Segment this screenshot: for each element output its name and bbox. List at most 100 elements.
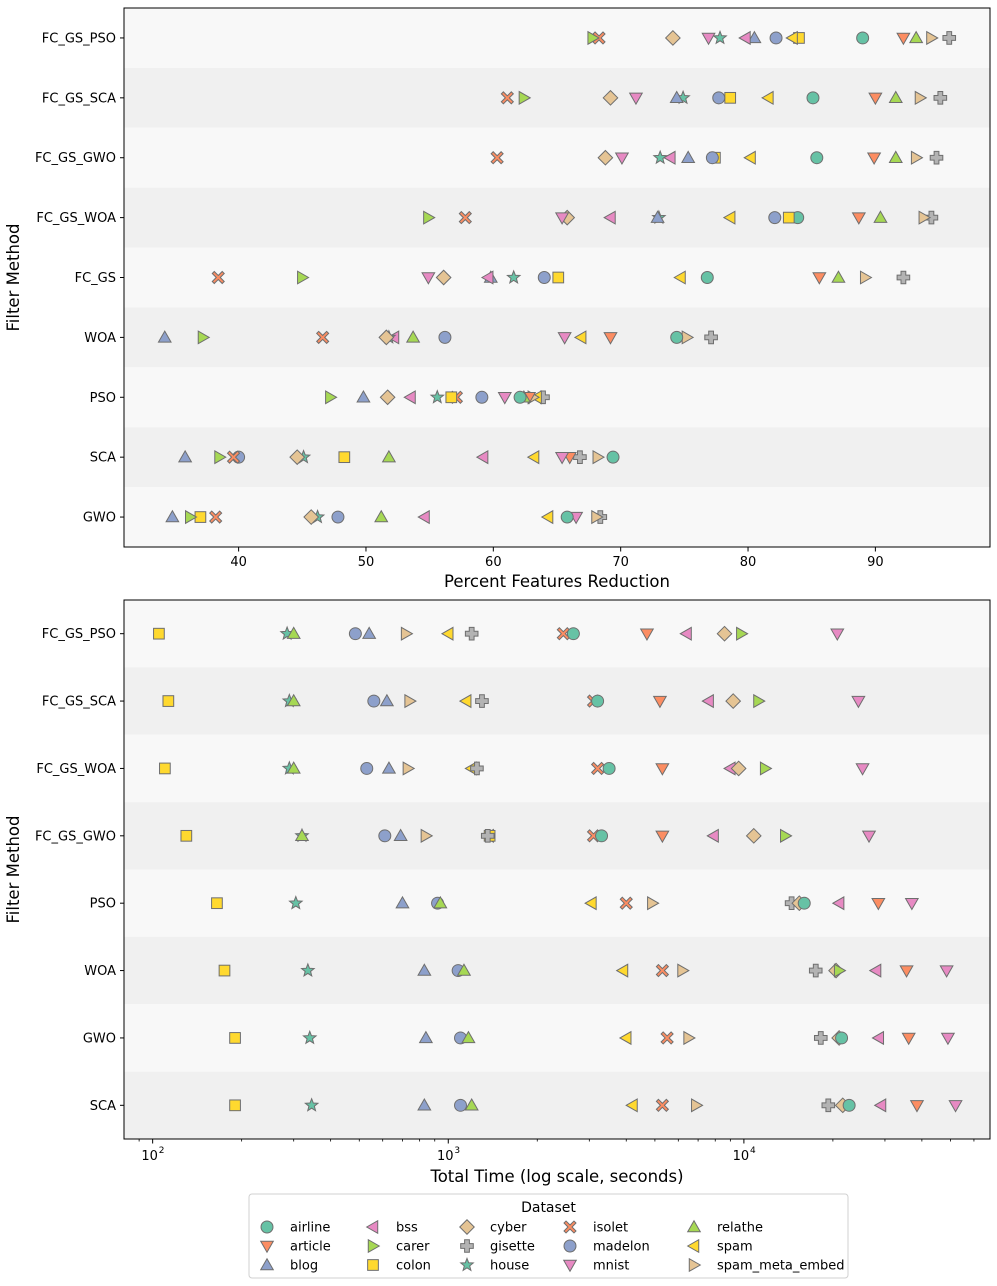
point-mnist xyxy=(557,332,572,345)
point-gisette xyxy=(470,761,484,776)
top-band xyxy=(124,187,990,248)
point-carer xyxy=(780,828,793,843)
legend-label-house: house xyxy=(490,1259,529,1274)
point-bss xyxy=(475,450,489,465)
top-band xyxy=(124,67,990,128)
point-blog xyxy=(157,330,172,343)
x-tick-exponent: 3 xyxy=(454,1146,460,1156)
top-frame xyxy=(123,7,991,548)
point-article xyxy=(896,32,911,46)
point-carer xyxy=(587,30,600,46)
point-cyber xyxy=(745,827,762,844)
y-tick-label: FC_GS_WOA xyxy=(36,762,116,777)
point-blog xyxy=(381,761,397,774)
bottom-band xyxy=(124,734,990,803)
top-band xyxy=(124,427,990,488)
point-colon xyxy=(782,211,795,224)
legend-label-carer: carer xyxy=(396,1240,430,1255)
y-axis-label: Filter Method xyxy=(4,224,23,332)
point-bss xyxy=(701,693,714,709)
point-airline xyxy=(560,510,574,524)
percent-reduction-panel: FC_GS_PSO FC_GS_SCA FC_GS_GWO FC_GS_WOA FC_G… xyxy=(4,7,991,591)
y-tick-label: WOA xyxy=(84,964,116,979)
point-blog xyxy=(669,90,684,104)
point-article xyxy=(655,763,670,776)
point-colon xyxy=(229,1032,241,1044)
point-airline xyxy=(513,390,527,404)
point-spam xyxy=(540,509,554,525)
point-gisette xyxy=(942,31,957,45)
y-tick-label: FC_GS_PSO xyxy=(42,31,116,46)
point-isolet xyxy=(209,510,223,524)
legend-marker-airline xyxy=(260,1220,274,1234)
point-mnist xyxy=(939,965,954,978)
point-madelon xyxy=(712,91,726,105)
point-blog xyxy=(393,828,408,842)
x-tick-label: 50 xyxy=(358,555,375,570)
point-madelon xyxy=(454,1098,467,1112)
top-band xyxy=(124,307,990,368)
legend-title: Dataset xyxy=(521,1200,576,1216)
x-tick-label: 80 xyxy=(740,555,757,570)
point-carer xyxy=(759,761,773,776)
point-spam xyxy=(722,210,736,225)
point-cyber xyxy=(597,149,614,166)
point-house xyxy=(300,962,316,978)
legend-label-bss: bss xyxy=(396,1221,418,1236)
point-isolet xyxy=(655,1098,670,1113)
point-airline xyxy=(797,896,811,910)
point-article xyxy=(901,1032,916,1046)
point-colon xyxy=(153,627,165,640)
point-mnist xyxy=(830,628,845,641)
x-tick-label: 90 xyxy=(867,555,884,570)
point-blog xyxy=(418,1030,434,1044)
legend-label-isolet: isolet xyxy=(593,1221,628,1236)
point-relathe xyxy=(381,449,397,463)
point-cyber xyxy=(716,625,733,642)
point-colon xyxy=(218,964,231,977)
point-airline xyxy=(602,761,616,775)
point-isolet xyxy=(619,896,633,910)
point-spam xyxy=(618,1030,632,1046)
point-colon xyxy=(445,391,458,404)
top-band xyxy=(124,8,990,68)
point-mnist xyxy=(554,451,570,465)
point-article xyxy=(899,965,914,978)
point-bss xyxy=(403,390,416,405)
point-spam_meta_embed xyxy=(591,509,604,525)
y-tick-label: PSO xyxy=(90,897,116,912)
point-colon xyxy=(338,451,351,464)
point-bss xyxy=(868,963,882,978)
point-article xyxy=(655,830,670,844)
bottom-band xyxy=(124,802,990,870)
point-madelon xyxy=(705,151,719,165)
point-bss xyxy=(480,270,494,285)
point-isolet xyxy=(490,151,504,165)
point-colon xyxy=(552,271,565,284)
x-tick-label: 40 xyxy=(230,555,247,570)
point-airline xyxy=(806,91,820,105)
point-spam_meta_embed xyxy=(647,896,660,911)
point-airline xyxy=(566,627,580,641)
point-house xyxy=(288,895,304,910)
point-airline xyxy=(591,694,605,708)
point-spam_meta_embed xyxy=(683,1030,696,1046)
point-spam xyxy=(615,963,629,978)
y-tick-label: SCA xyxy=(90,451,116,466)
legend-marker-relathe xyxy=(686,1219,702,1233)
point-mnist xyxy=(421,272,436,285)
legend-label-madelon: madelon xyxy=(593,1240,650,1255)
point-mnist xyxy=(904,897,920,911)
point-house xyxy=(429,389,445,404)
point-mnist xyxy=(701,32,716,46)
y-tick-label: FC_GS_GWO xyxy=(35,151,116,166)
top-band xyxy=(124,367,990,428)
point-house xyxy=(712,29,728,45)
x-axis-label: Total Time (log scale, seconds) xyxy=(429,1167,683,1186)
point-mnist xyxy=(614,152,630,166)
point-blog xyxy=(177,449,193,463)
point-carer xyxy=(423,210,436,225)
point-spam_meta_embed xyxy=(859,270,873,285)
point-spam xyxy=(573,330,587,345)
point-gisette xyxy=(896,270,911,285)
